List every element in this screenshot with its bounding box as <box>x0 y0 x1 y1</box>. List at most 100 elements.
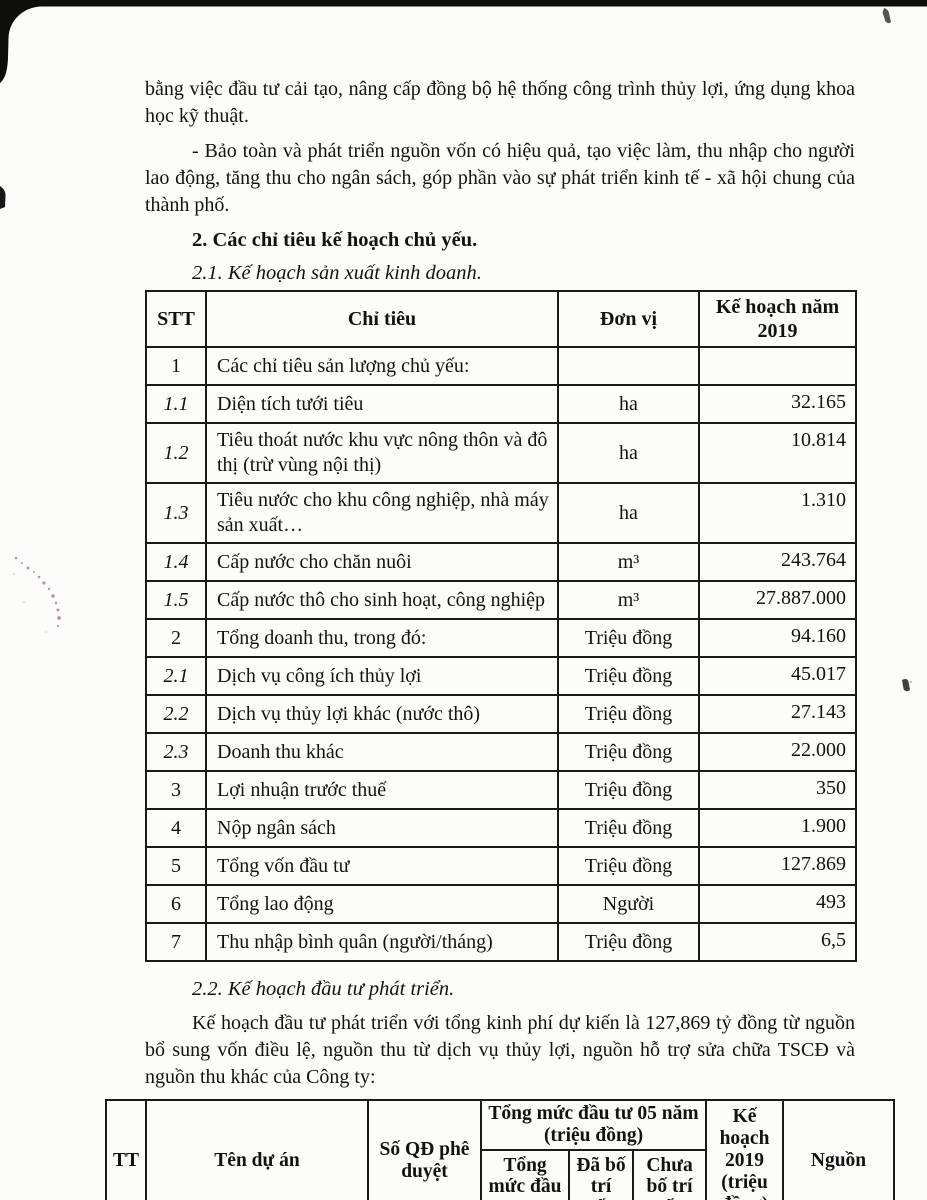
stt-cell: 1.5 <box>145 580 207 620</box>
stt-cell: 2.2 <box>145 694 207 734</box>
stt-cell: 5 <box>145 846 207 886</box>
header-tt: TT <box>105 1099 147 1200</box>
label-cell: Lợi nhuận trước thuế <box>205 770 559 810</box>
unit-cell: Triệu đồng <box>557 846 700 886</box>
unit-cell: Triệu đồng <box>557 770 700 810</box>
table-row: 2.3 Doanh thu khác Triệu đồng 22.000 <box>145 732 857 772</box>
header-decision-number: Số QĐ phê duyệt <box>367 1099 482 1200</box>
label-cell: Doanh thu khác <box>205 732 559 772</box>
subsection-heading-2-1: 2.1. Kế hoạch sản xuất kinh doanh. <box>192 262 482 284</box>
table-row: 1.3 Tiêu nước cho khu công nghiệp, nhà m… <box>145 482 857 544</box>
label-cell: Dịch vụ công ích thủy lợi <box>205 656 559 696</box>
table-row: 1 Các chỉ tiêu sản lượng chủ yếu: <box>145 346 857 386</box>
business-plan-table: STT Chỉ tiêu Đơn vị Kế hoạch năm 2019 1 … <box>145 290 857 962</box>
value-cell: 27.887.000 <box>698 580 857 620</box>
header-source: Nguồn <box>782 1099 896 1200</box>
paragraph-investment-plan: Kế hoạch đầu tư phát triển với tổng kinh… <box>145 1012 855 1088</box>
header-total-investment-group: Tổng mức đầu tư 05 năm (triệu đồng) <box>479 1099 708 1151</box>
section-heading-2: 2. Các chỉ tiêu kế hoạch chủ yếu. <box>192 229 478 251</box>
unit-cell: Triệu đồng <box>557 808 700 848</box>
scan-red-dots-artifact <box>13 556 61 633</box>
unit-cell: Triệu đồng <box>557 656 700 696</box>
table2-header-row-2: Tổng mức đầu tư Đã bố trí vốn Chưa bố tr… <box>106 1149 894 1200</box>
stt-cell: 6 <box>145 884 207 924</box>
header-ke-hoach: Kế hoạch năm 2019 <box>698 290 857 348</box>
value-cell <box>698 346 857 386</box>
unit-cell: m³ <box>557 580 700 620</box>
table-row: 3 Lợi nhuận trước thuế Triệu đồng 350 <box>145 770 857 810</box>
paragraph-continuation: bằng việc đầu tư cải tạo, nâng cấp đồng … <box>145 78 855 127</box>
stt-cell: 1.2 <box>145 422 207 484</box>
table-row: 2 Tổng doanh thu, trong đó: Triệu đồng 9… <box>145 618 857 658</box>
stt-cell: 4 <box>145 808 207 848</box>
value-cell: 22.000 <box>698 732 857 772</box>
label-cell: Dịch vụ thủy lợi khác (nước thô) <box>205 694 559 734</box>
document-content: bằng việc đầu tư cải tạo, nâng cấp đồng … <box>105 76 896 1200</box>
stt-cell: 1 <box>145 346 207 386</box>
header-stt: STT <box>145 290 207 348</box>
label-cell: Thu nhập bình quân (người/tháng) <box>205 922 559 962</box>
table-row: 7 Thu nhập bình quân (người/tháng) Triệu… <box>145 922 857 962</box>
header-don-vi: Đơn vị <box>557 290 700 348</box>
label-cell: Tổng vốn đầu tư <box>205 846 559 886</box>
value-cell: 493 <box>698 884 857 924</box>
header-chi-tieu: Chỉ tiêu <box>205 290 559 348</box>
stt-cell: 3 <box>145 770 207 810</box>
unit-cell: Triệu đồng <box>557 732 700 772</box>
unit-cell: Người <box>557 884 700 924</box>
value-cell: 27.143 <box>698 694 857 734</box>
scan-smudge-artifact <box>902 679 912 692</box>
value-cell: 45.017 <box>698 656 857 696</box>
table-row: 1.5 Cấp nước thô cho sinh hoạt, công ngh… <box>145 580 857 620</box>
label-cell: Diện tích tưới tiêu <box>205 384 559 424</box>
investment-projects-table: TT Tên dự án Số QĐ phê duyệt Tổng mức đầ… <box>105 1099 896 1200</box>
unit-cell: ha <box>557 384 700 424</box>
header-allocated-capital: Đã bố trí vốn <box>568 1149 634 1200</box>
table-row: 2.1 Dịch vụ công ích thủy lợi Triệu đồng… <box>145 656 857 696</box>
label-cell: Cấp nước cho chăn nuôi <box>205 542 559 582</box>
stt-cell: 2.1 <box>145 656 207 696</box>
header-plan-2019: Kế hoạch 2019 (triệu đồng) <box>705 1099 785 1200</box>
label-cell: Tổng lao động <box>205 884 559 924</box>
stt-cell: 2.3 <box>145 732 207 772</box>
label-cell: Tổng doanh thu, trong đó: <box>205 618 559 658</box>
stt-cell: 2 <box>145 618 207 658</box>
stt-cell: 1.1 <box>145 384 207 424</box>
paragraph-capital-preservation: - Bảo toàn và phát triển nguồn vốn có hi… <box>145 140 855 216</box>
table-row: 1.1 Diện tích tưới tiêu ha 32.165 <box>145 384 857 424</box>
label-cell: Tiêu thoát nước khu vực nông thôn và đô … <box>205 422 559 484</box>
unit-cell: ha <box>557 482 700 544</box>
header-unallocated-capital: Chưa bố trí vốn <box>631 1149 708 1200</box>
table-header-row: STT Chỉ tiêu Đơn vị Kế hoạch năm 2019 <box>145 290 857 348</box>
unit-cell: m³ <box>557 542 700 582</box>
unit-cell: ha <box>557 422 700 484</box>
value-cell: 243.764 <box>698 542 857 582</box>
table-row: 4 Nộp ngân sách Triệu đồng 1.900 <box>145 808 857 848</box>
stt-cell: 1.3 <box>145 482 207 544</box>
stt-cell: 1.4 <box>145 542 207 582</box>
label-cell: Tiêu nước cho khu công nghiệp, nhà máy s… <box>205 482 559 544</box>
unit-cell: Triệu đồng <box>557 618 700 658</box>
value-cell: 94.160 <box>698 618 857 658</box>
value-cell: 127.869 <box>698 846 857 886</box>
table-row: 1.2 Tiêu thoát nước khu vực nông thôn và… <box>145 422 857 484</box>
value-cell: 32.165 <box>698 384 857 424</box>
table2-header-row-1: TT Tên dự án Số QĐ phê duyệt Tổng mức đầ… <box>105 1099 896 1200</box>
table-row: 6 Tổng lao động Người 493 <box>145 884 857 924</box>
subsection-heading-2-2: 2.2. Kế hoạch đầu tư phát triển. <box>192 978 455 1000</box>
table-row: 1.4 Cấp nước cho chăn nuôi m³ 243.764 <box>145 542 857 582</box>
value-cell: 1.900 <box>698 808 857 848</box>
label-cell: Nộp ngân sách <box>205 808 559 848</box>
value-cell: 6,5 <box>698 922 857 962</box>
unit-cell: Triệu đồng <box>557 922 700 962</box>
header-total-investment: Tổng mức đầu tư <box>480 1149 570 1200</box>
value-cell: 1.310 <box>698 482 857 544</box>
unit-cell <box>557 346 700 386</box>
label-cell: Các chỉ tiêu sản lượng chủ yếu: <box>205 346 559 386</box>
header-project-name: Tên dự án <box>145 1099 369 1200</box>
value-cell: 10.814 <box>698 422 857 484</box>
unit-cell: Triệu đồng <box>557 694 700 734</box>
table-row: 5 Tổng vốn đầu tư Triệu đồng 127.869 <box>145 846 857 886</box>
value-cell: 350 <box>698 770 857 810</box>
